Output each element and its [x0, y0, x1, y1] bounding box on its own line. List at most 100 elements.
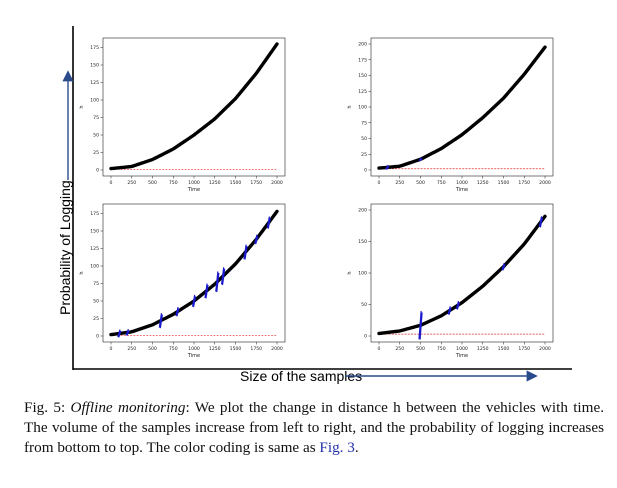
figure-ylabel: Probability of Logging [57, 180, 73, 315]
deviation-spike [125, 328, 130, 336]
deviation-spike [204, 283, 209, 299]
x-tick-label: 750 [169, 346, 178, 352]
y-tick-label: 50 [93, 133, 99, 139]
subplot-bottom-left: 0 250 500 750 1000 1250 1500 1750 2000 0 25 50 75 100… [79, 203, 286, 359]
x-tick-label: 500 [148, 346, 157, 352]
y-tick-label: 0 [364, 168, 367, 174]
y-tick-label: 75 [93, 115, 99, 121]
y-tick-label: 125 [90, 246, 99, 252]
deviation-spike [266, 216, 271, 229]
x-tick-label: 1500 [498, 346, 510, 352]
deviation-spike [501, 262, 506, 271]
y-tick-label: 0 [96, 168, 99, 174]
x-tick-label: 500 [416, 346, 425, 352]
y-tick-label: 100 [358, 105, 367, 111]
plot-frame [370, 37, 554, 177]
deviation-spike [158, 313, 163, 329]
x-tick-label: 1000 [456, 180, 468, 186]
x-tick-label: 0 [378, 346, 381, 352]
y-tick-label: 125 [90, 80, 99, 86]
figure-xlabel: Size of the samples [240, 368, 362, 384]
x-tick-label: 750 [437, 180, 446, 186]
x-tick-label: 250 [395, 180, 404, 186]
deviation-spike [254, 234, 259, 245]
x-tick-label: 1000 [188, 180, 200, 186]
x-tick-label: 0 [110, 346, 113, 352]
deviation-spike [418, 310, 423, 340]
caption-figure-link[interactable]: Fig. 3 [319, 439, 355, 456]
y-tick-label: 0 [364, 334, 367, 340]
figure-caption: Fig. 5: Offline monitoring: We plot the … [24, 398, 604, 458]
x-tick-label: 1750 [518, 346, 530, 352]
distance-curve [377, 214, 547, 336]
deviation-spike [191, 294, 197, 308]
y-tick-label: 100 [358, 271, 367, 277]
deviation-spike [220, 267, 226, 286]
y-tick-label: 50 [93, 299, 99, 305]
caption-italic: Offline monitoring [70, 399, 186, 416]
subplot-bottom-right: 0 250 500 750 1000 1250 1500 1750 2000 0 50 100 150 2… [347, 203, 554, 359]
subplot-ylabel: h [79, 271, 85, 274]
deviation-spike [175, 306, 180, 317]
subplot-xlabel: Time [455, 187, 468, 193]
subplot-xlabel: Time [187, 187, 200, 193]
y-tick-label: 175 [90, 211, 99, 217]
x-tick-label: 1250 [477, 180, 489, 186]
y-tick-label: 175 [358, 57, 367, 63]
deviation-spike [215, 271, 220, 293]
deviation-spike [243, 244, 248, 260]
subplot-xlabel: Time [187, 353, 200, 359]
deviation-spike [385, 164, 390, 170]
x-tick-label: 2000 [271, 346, 283, 352]
x-tick-label: 0 [378, 180, 381, 186]
y-tick-label: 150 [90, 229, 99, 235]
x-tick-label: 250 [127, 346, 136, 352]
x-tick-label: 1000 [188, 346, 200, 352]
x-tick-label: 0 [110, 180, 113, 186]
x-tick-label: 500 [416, 180, 425, 186]
y-tick-label: 175 [90, 45, 99, 51]
caption-end: . [354, 439, 359, 456]
deviation-spike [455, 300, 461, 310]
deviation-spike [447, 306, 452, 315]
y-tick-label: 125 [358, 89, 367, 95]
y-tick-label: 25 [361, 152, 367, 158]
y-tick-label: 0 [96, 334, 99, 340]
x-tick-label: 2000 [539, 180, 551, 186]
subplot-ylabel: h [79, 105, 85, 108]
y-tick-label: 150 [358, 239, 367, 245]
x-tick-label: 250 [127, 180, 136, 186]
y-tick-label: 75 [361, 120, 367, 126]
x-tick-label: 1000 [456, 346, 468, 352]
x-tick-label: 750 [169, 180, 178, 186]
caption-body: : We plot the change in distance h betwe… [24, 399, 605, 456]
y-tick-label: 50 [361, 136, 367, 142]
x-tick-label: 1500 [230, 180, 242, 186]
y-tick-label: 25 [93, 316, 99, 322]
x-tick-label: 1250 [477, 346, 489, 352]
plot-frame [102, 203, 286, 343]
subplot-ylabel: h [347, 105, 353, 108]
y-tick-label: 100 [90, 264, 99, 270]
distance-curve [377, 45, 547, 170]
x-tick-label: 1500 [498, 180, 510, 186]
y-tick-label: 150 [358, 73, 367, 79]
y-tick-label: 200 [358, 42, 367, 48]
y-tick-label: 25 [93, 150, 99, 156]
x-tick-label: 1750 [518, 180, 530, 186]
y-tick-label: 100 [90, 98, 99, 104]
subplot-xlabel: Time [455, 353, 468, 359]
x-tick-label: 2000 [271, 180, 283, 186]
caption-prefix: Fig. 5: [24, 399, 71, 416]
deviation-spike [117, 329, 122, 338]
deviation-spike [418, 157, 423, 162]
x-tick-label: 1500 [230, 346, 242, 352]
subplot-top-left: 0 250 500 750 1000 1250 1500 1750 2000 0 25 50 75 100… [79, 37, 286, 193]
x-tick-label: 1750 [250, 180, 262, 186]
x-tick-label: 750 [437, 346, 446, 352]
x-tick-label: 1250 [209, 180, 221, 186]
x-tick-label: 250 [395, 346, 404, 352]
plot-frame [102, 37, 286, 177]
x-tick-label: 1750 [250, 346, 262, 352]
subplot-top-right: 0 250 500 750 1000 1250 1500 1750 2000 0 25 50 75 100… [347, 37, 554, 193]
